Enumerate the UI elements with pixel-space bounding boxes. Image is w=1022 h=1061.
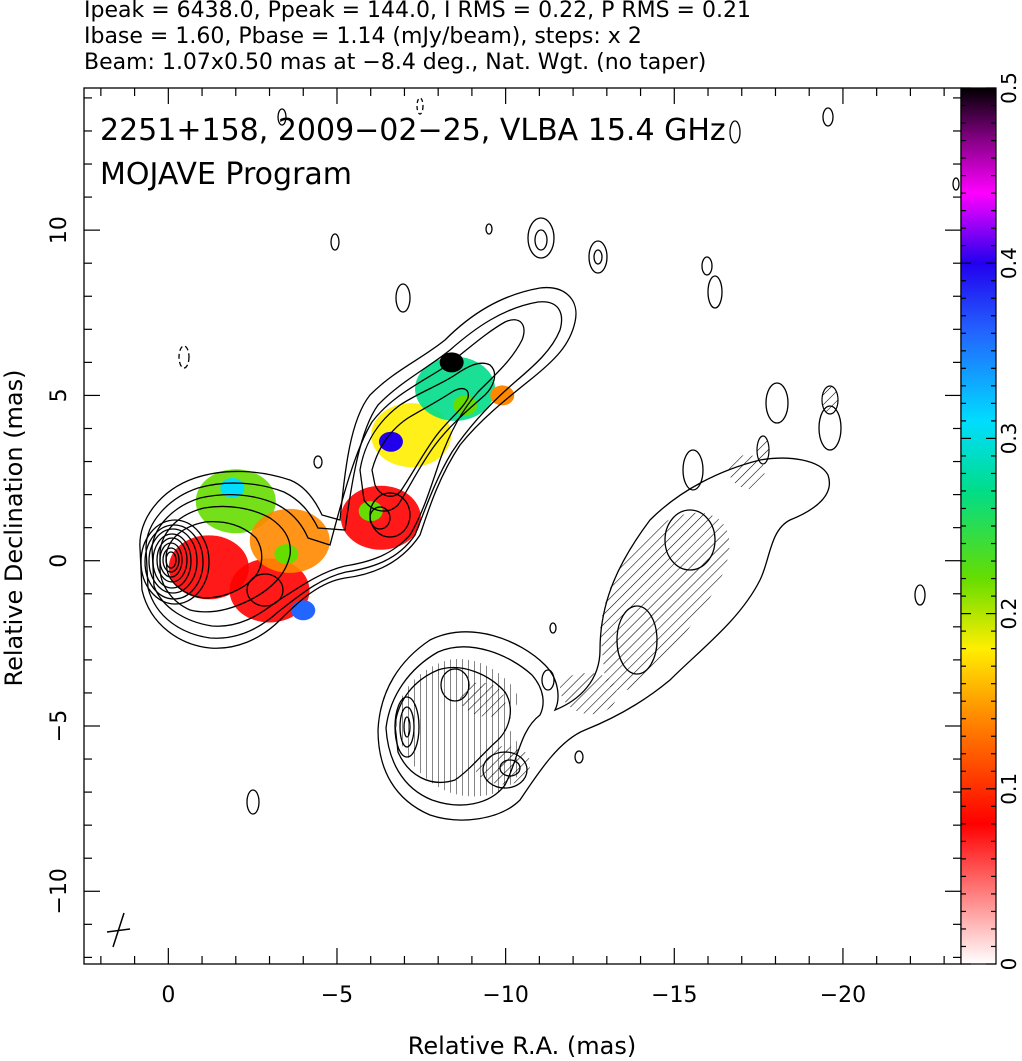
contour-core-6 bbox=[159, 542, 183, 578]
contour-core-1 bbox=[140, 519, 210, 605]
contour-isolated-18 bbox=[246, 789, 260, 815]
x-tick-label: −20 bbox=[820, 983, 866, 1008]
contour-core-7 bbox=[162, 547, 180, 573]
hatch-south-4 bbox=[475, 746, 531, 785]
y-tick-label: −5 bbox=[47, 710, 72, 742]
header-line-2: Ibase = 1.60, Pbase = 1.14 (mJy/beam), s… bbox=[84, 24, 642, 49]
contour-isolated-15 bbox=[822, 107, 834, 127]
plot-title-line-1: 2251+158, 2009−02−25, VLBA 15.4 GHz bbox=[100, 113, 726, 148]
contour-isolated-4 bbox=[593, 249, 603, 265]
pol-component bbox=[229, 558, 310, 623]
contour-4 bbox=[159, 505, 291, 613]
contour-isolated-17 bbox=[952, 177, 960, 191]
contour-knot-3 bbox=[369, 506, 391, 530]
contour-isolated-22 bbox=[574, 750, 584, 764]
contour-upper-jet bbox=[359, 362, 496, 512]
contour-isolated-14 bbox=[277, 108, 287, 126]
contour-isolated-20 bbox=[541, 669, 555, 691]
x-tick-label: −15 bbox=[651, 983, 697, 1008]
fractional-pol-hatching bbox=[395, 385, 839, 797]
colorbar bbox=[960, 87, 997, 965]
colorbar-tick-label: 0 bbox=[997, 958, 1021, 971]
pol-edge-patch bbox=[291, 600, 316, 621]
contour-knot-1 bbox=[246, 573, 284, 607]
header-line-3: Beam: 1.07x0.50 mas at −8.4 deg., Nat. W… bbox=[84, 50, 707, 75]
contour-isolated-16 bbox=[729, 120, 741, 144]
x-axis-label: Relative R.A. (mas) bbox=[408, 1032, 636, 1060]
contour-isolated-9 bbox=[701, 256, 713, 276]
contour-core-8 bbox=[165, 551, 177, 569]
hatch-north-1 bbox=[728, 454, 765, 489]
header-line-1: Ipeak = 6438.0, Ppeak = 144.0, I RMS = 0… bbox=[84, 0, 751, 23]
contour-isolated-1 bbox=[527, 217, 555, 259]
colorbar-tick-label: 0.4 bbox=[997, 247, 1021, 279]
contour-isolated-6 bbox=[330, 233, 340, 251]
y-tick-label: −10 bbox=[47, 868, 72, 914]
axis-tick-labels: 0 −5 −10 −15 −20 −10 −5 0 5 10 bbox=[47, 216, 866, 1008]
plot-title-line-2: MOJAVE Program bbox=[100, 157, 352, 192]
colorbar-ticks bbox=[961, 87, 996, 965]
contour-upper-jet-2 bbox=[371, 387, 469, 497]
hatch-north-3 bbox=[821, 385, 839, 415]
contour-isolated-23 bbox=[178, 345, 190, 369]
beam-marker bbox=[106, 912, 131, 948]
contour-isolated-5 bbox=[395, 283, 411, 313]
hatch-south-5 bbox=[560, 673, 618, 715]
stokes-i-contours bbox=[139, 97, 960, 821]
contour-isolated-21 bbox=[549, 622, 557, 634]
contour-south-2 bbox=[385, 646, 544, 806]
hatch-south-2 bbox=[600, 512, 730, 691]
contour-core-5 bbox=[156, 537, 188, 583]
contour-outer bbox=[139, 287, 577, 649]
contour-isolated-12 bbox=[682, 449, 704, 491]
y-tick-label: 10 bbox=[47, 216, 72, 244]
y-tick-label: 0 bbox=[47, 554, 72, 568]
colorbar-labels: 0 0.1 0.2 0.3 0.4 0.5 bbox=[997, 72, 1021, 970]
contour-isolated-19 bbox=[914, 584, 926, 606]
x-tick-label: −5 bbox=[321, 983, 353, 1008]
polarization-color-layer bbox=[168, 352, 515, 623]
colorbar-tick-label: 0.3 bbox=[997, 422, 1021, 454]
pol-edge-patch bbox=[274, 544, 299, 565]
hatch-south-3 bbox=[460, 682, 506, 717]
pol-edge-patch bbox=[378, 431, 403, 452]
contour-isolated-8 bbox=[707, 275, 723, 309]
contour-core-4 bbox=[152, 533, 192, 589]
colorbar-tick-label: 0.2 bbox=[997, 598, 1021, 630]
colorbar-tick-label: 0.5 bbox=[997, 72, 1021, 104]
contour-isolated-10 bbox=[765, 382, 789, 424]
contour-core-3 bbox=[148, 528, 198, 594]
contour-isolated-2 bbox=[534, 229, 548, 251]
pol-component bbox=[249, 508, 330, 573]
y-axis-label: Relative Declination (mas) bbox=[0, 369, 28, 686]
contour-isolated-3 bbox=[588, 240, 608, 274]
contour-core-2 bbox=[144, 524, 204, 600]
contour-3 bbox=[151, 319, 525, 627]
contour-isolated-13 bbox=[313, 455, 323, 469]
x-tick-label: 0 bbox=[161, 983, 175, 1008]
y-tick-label: 5 bbox=[47, 388, 72, 402]
colorbar-tick-label: 0.1 bbox=[997, 773, 1021, 805]
x-tick-label: −10 bbox=[482, 983, 528, 1008]
hatch-north-2 bbox=[756, 435, 770, 465]
contour-south-outer bbox=[377, 457, 831, 821]
plot-content bbox=[106, 97, 960, 948]
contour-isolated-24 bbox=[416, 97, 424, 115]
contour-2 bbox=[145, 301, 563, 639]
pol-edge-patch bbox=[490, 385, 515, 406]
contour-5 bbox=[165, 520, 263, 599]
contour-isolated-7 bbox=[485, 223, 493, 235]
axis-ticks bbox=[84, 88, 961, 964]
